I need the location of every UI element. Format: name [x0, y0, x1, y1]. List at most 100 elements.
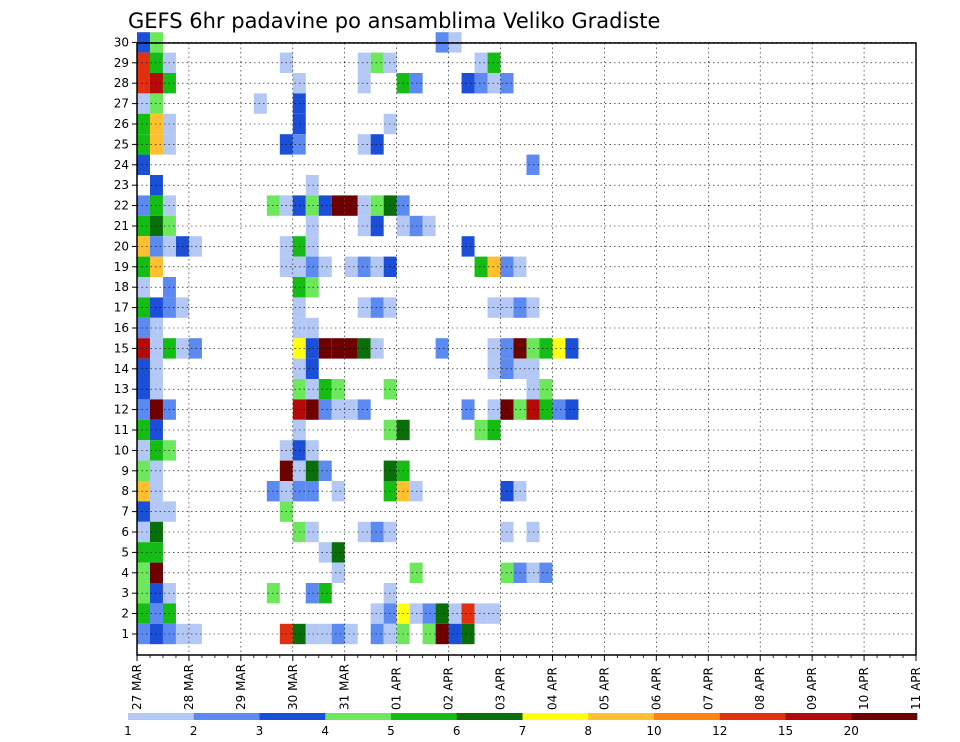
- heatmap-cell: [305, 481, 319, 502]
- heatmap-cell: [526, 297, 540, 318]
- heatmap-cell: [137, 134, 150, 155]
- y-axis: 1234567891011121314151617181920212223242…: [114, 35, 137, 641]
- x-tick-label: 02 APR: [442, 667, 456, 710]
- heatmap-cell: [137, 236, 150, 257]
- heatmap-cell: [539, 562, 553, 583]
- heatmap-cell: [305, 583, 319, 604]
- heatmap-cell: [357, 195, 371, 216]
- heatmap-cell: [305, 236, 319, 257]
- x-tick-label: 27 MAR: [130, 664, 144, 710]
- colorbar-segment: [785, 713, 852, 720]
- heatmap-cell: [357, 256, 371, 277]
- heatmap-cell: [305, 440, 319, 461]
- heatmap-cell: [526, 521, 540, 543]
- heatmap-cell: [318, 542, 332, 563]
- x-tick-label: 07 APR: [701, 667, 715, 710]
- heatmap-cell: [318, 583, 332, 604]
- heatmap-cell: [357, 52, 371, 73]
- heatmap-cell: [137, 542, 150, 563]
- heatmap-cell: [461, 399, 475, 420]
- x-tick-label: 09 APR: [805, 667, 819, 710]
- heatmap-cell: [487, 358, 501, 379]
- colorbar-label: 1: [124, 724, 132, 738]
- heatmap-cell: [435, 338, 449, 359]
- heatmap-cell: [344, 338, 358, 359]
- heatmap-cell: [370, 623, 384, 645]
- heatmap-cell: [422, 623, 436, 645]
- heatmap-cell: [344, 256, 358, 277]
- heatmap-cell: [474, 419, 488, 441]
- x-tick-label: 28 MAR: [182, 664, 196, 710]
- heatmap-cell: [370, 215, 384, 237]
- y-tick-label: 6: [121, 525, 129, 539]
- heatmap-cell: [474, 73, 488, 94]
- heatmap-cell: [137, 113, 150, 135]
- heatmap-cell: [331, 399, 345, 420]
- heatmap-cell: [305, 195, 319, 216]
- heatmap-cell: [137, 521, 150, 543]
- colorbar-segment: [325, 713, 392, 720]
- heatmap-cell: [305, 175, 319, 196]
- heatmap-cell: [137, 603, 150, 624]
- y-tick-label: 1: [121, 627, 129, 641]
- heatmap-cell: [318, 256, 332, 277]
- colorbar-segment: [193, 713, 260, 720]
- x-tick-label: 05 APR: [597, 667, 611, 710]
- heatmap-cell: [526, 562, 540, 583]
- heatmap-cell: [357, 399, 371, 420]
- heatmap-cell: [137, 154, 150, 175]
- x-tick-label: 03 APR: [494, 667, 508, 710]
- x-tick-label: 06 APR: [649, 667, 663, 710]
- heatmap-cell: [461, 623, 475, 645]
- heatmap-cell: [137, 256, 150, 277]
- heatmap-cell: [370, 297, 384, 318]
- y-tick-label: 12: [114, 403, 129, 417]
- heatmap-cell: [137, 583, 150, 604]
- y-tick-label: 20: [114, 239, 129, 253]
- colorbar-segment: [654, 713, 721, 720]
- colorbar-label: 6: [453, 724, 461, 738]
- x-tick-label: 31 MAR: [338, 664, 352, 710]
- heatmap-cell: [539, 338, 553, 359]
- heatmap-cell: [137, 481, 150, 502]
- y-tick-label: 24: [114, 158, 129, 172]
- heatmap-cell: [137, 358, 150, 379]
- colorbar-label: 4: [321, 724, 329, 738]
- heatmap-cell: [137, 93, 150, 114]
- heatmap-cell: [137, 73, 150, 94]
- colorbar-label: 2: [190, 724, 198, 738]
- y-tick-label: 4: [121, 566, 129, 580]
- colorbar-segment: [719, 713, 786, 720]
- heatmap-cell: [422, 603, 436, 624]
- x-tick-label: 04 APR: [545, 667, 559, 710]
- heatmap-cell: [474, 603, 488, 624]
- colorbar-label: 3: [256, 724, 264, 738]
- heatmap-cell: [461, 73, 475, 94]
- heatmap-cell: [305, 317, 319, 339]
- heatmap-cell: [448, 603, 462, 624]
- y-tick-label: 8: [121, 484, 129, 498]
- heatmap-cell: [305, 460, 319, 481]
- heatmap-cell: [305, 521, 319, 543]
- heatmap-cell: [487, 603, 501, 624]
- heatmap-cell: [552, 399, 566, 420]
- heatmap-cell: [487, 399, 501, 420]
- heatmap-cell: [357, 297, 371, 318]
- heatmap-cell: [357, 73, 371, 94]
- heatmap-cell: [539, 379, 553, 400]
- colorbar-label: 15: [778, 724, 793, 738]
- heatmap-cell: [357, 215, 371, 237]
- x-axis: 27 MAR 28 MAR 29 MAR 30 MAR 31 MAR 01 APR 02 A…: [130, 655, 923, 710]
- colorbar-label: 8: [584, 724, 592, 738]
- heatmap-cell: [318, 195, 332, 216]
- heatmap-cell: [370, 603, 384, 624]
- colorbar-label: 20: [844, 724, 859, 738]
- heatmap-cell: [357, 134, 371, 155]
- heatmap-cell: [370, 338, 384, 359]
- heatmap-cell: [318, 460, 332, 481]
- y-tick-label: 23: [114, 178, 129, 192]
- heatmap-cell: [188, 623, 202, 645]
- heatmap-cell: [526, 338, 540, 359]
- heatmap-cell: [331, 562, 345, 583]
